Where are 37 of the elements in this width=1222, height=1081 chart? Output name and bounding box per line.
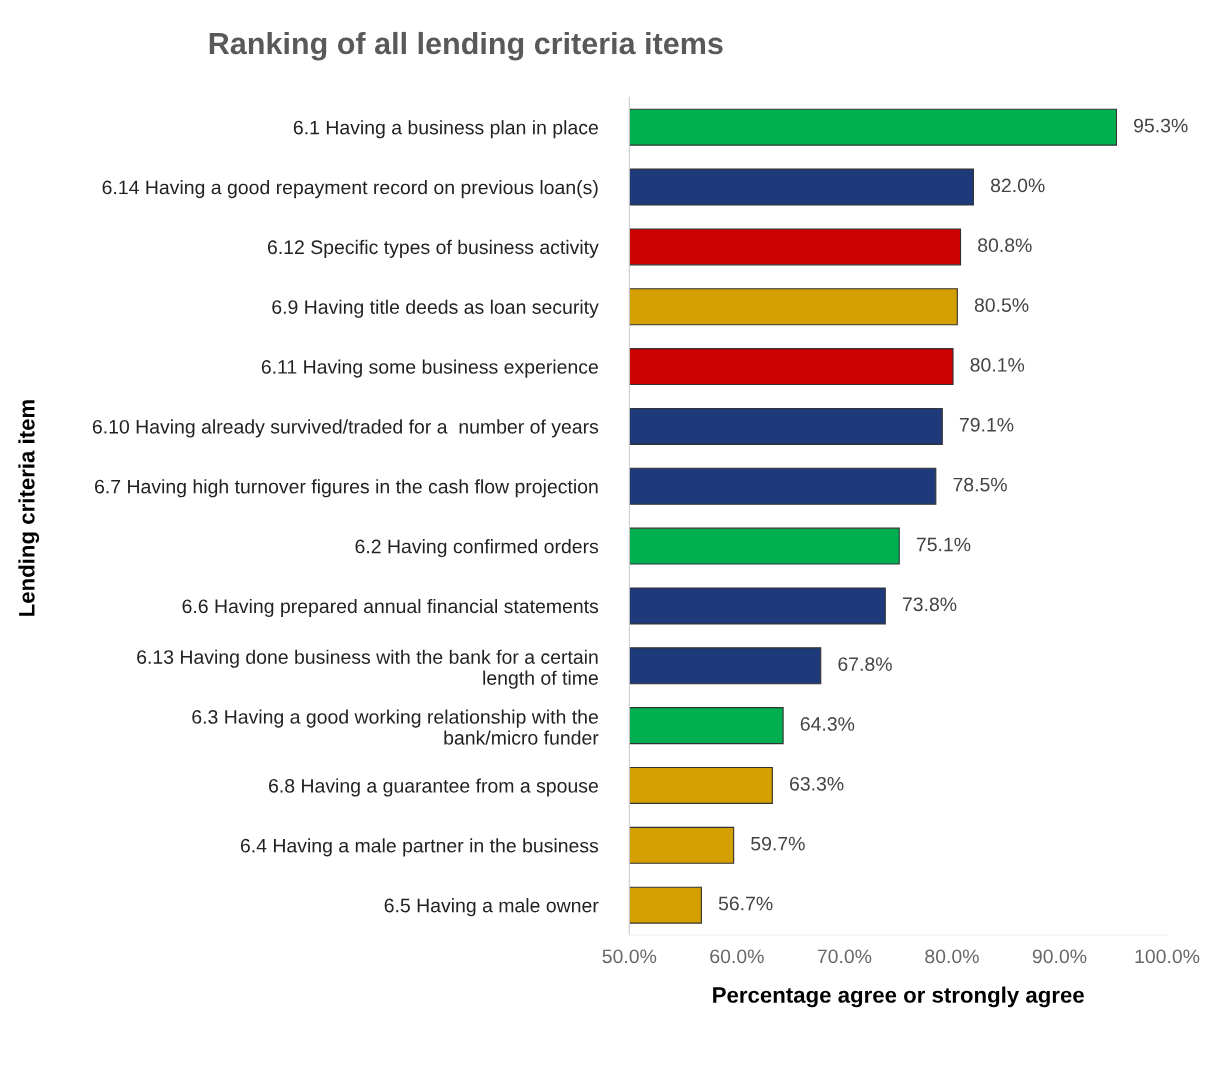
chart-title: Ranking of all lending criteria items [209,31,723,61]
y-tick-label: 6.9 Having title deeds as loan security [272,299,599,318]
y-tick-label: 6.8 Having a guarantee from a spouse [269,778,598,797]
x-tick-label: 100.0% [1135,949,1200,964]
data-label: 75.1% [916,537,971,552]
y-tick-label: 6.11 Having some business experience [261,359,598,378]
y-tick-label: 6.3 Having a good working relationship with the bank/micro funder [192,709,599,745]
x-axis-title: Percentage agree or strongly agree [713,986,1084,1008]
data-label: 63.3% [790,776,844,791]
y-tick-label: 6.5 Having a male owner [384,898,599,917]
y-tick-label: 6.7 Having high turnover figures in the cash flow projection [95,479,598,498]
y-tick-label: 6.4 Having a male partner in the business [240,838,599,857]
data-label: 64.3% [800,717,855,731]
y-tick-label: 6.12 Specific types of business activity [267,239,599,258]
data-label: 73.8% [902,597,957,612]
data-label: 79.1% [959,417,1014,432]
y-tick-label: 6.1 Having a business plan in place [293,120,598,139]
data-label: 78.5% [953,477,1007,492]
data-label: 56.7% [718,896,773,911]
y-tick-label: 6.14 Having a good repayment record on previous loan(s) [102,180,598,199]
y-axis-title: Lending criteria item [18,400,40,616]
data-label: 80.1% [970,358,1025,372]
x-tick-label: 60.0% [710,949,764,964]
x-tick-label: 50.0% [602,949,657,964]
data-label: 80.5% [974,298,1029,312]
data-label: 82.0% [990,178,1045,193]
x-tick-label: 80.0% [925,949,979,964]
data-label: 80.8% [978,238,1032,253]
x-tick-label: 70.0% [817,949,872,964]
y-tick-label: 6.13 Having done business with the bank for a certain length of time [137,649,598,689]
y-tick-label: 6.2 Having confirmed orders [355,539,599,558]
data-label: 95.3% [1134,118,1188,133]
data-label: 59.7% [751,836,805,851]
y-tick-label: 6.6 Having prepared annual financial statements [182,598,599,618]
data-label: 67.8% [838,657,892,671]
y-tick-label: 6.10 Having already survived/traded for a number of years [92,419,599,438]
x-tick-label: 90.0% [1032,949,1087,964]
